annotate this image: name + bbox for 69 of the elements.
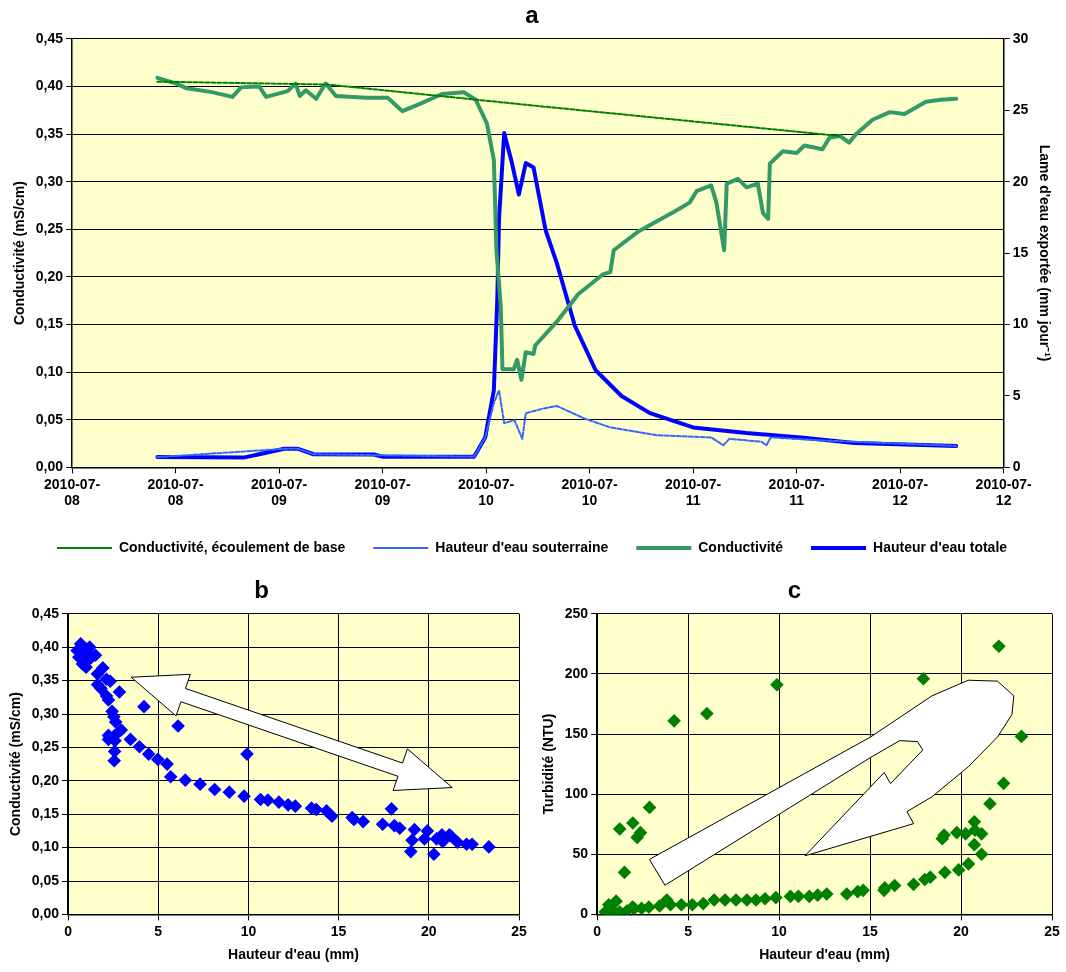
y-tick-label: 0,45 — [31, 604, 60, 621]
y-tick-label: 0,05 — [31, 871, 60, 888]
x-tick-label: 2010-07-12 — [975, 475, 1032, 509]
x-axis-title: Hauteur d'eau (mm) — [759, 946, 891, 963]
y-tick-label: 0,10 — [31, 838, 60, 855]
y-tick-label: 0,20 — [31, 771, 60, 788]
chart-title: a — [525, 1, 540, 29]
y-tick-label: 100 — [564, 785, 589, 802]
x-tick-label: 25 — [511, 922, 527, 939]
x-tick-label: 20 — [421, 922, 437, 939]
x-tick-label: 15 — [330, 922, 347, 939]
legend-label: Conductivité, écoulement de base — [118, 538, 346, 555]
y2-tick-label: 5 — [1012, 386, 1021, 403]
chart-title: c — [787, 576, 802, 604]
y-tick-label: 0,05 — [35, 410, 64, 427]
y2-tick-label: 10 — [1012, 315, 1029, 332]
y-tick-label: 0 — [580, 905, 589, 922]
legend-label: Hauteur d'eau totale — [873, 538, 1008, 555]
x-tick-label: 2010-07-12 — [872, 475, 929, 509]
y-tick-label: 0,35 — [35, 124, 64, 141]
x-tick-label: 2010-07-08 — [44, 475, 101, 509]
y-tick-label: 50 — [572, 845, 589, 862]
x-tick-label: 25 — [1044, 922, 1060, 939]
y2-tick-label: 15 — [1012, 243, 1029, 260]
line-series — [156, 80, 841, 137]
y-tick-label: 250 — [564, 604, 589, 621]
x-axis-title: Hauteur d'eau (mm) — [228, 946, 359, 963]
y-tick-label: 0,30 — [35, 172, 64, 189]
x-tick-label: 2010-07-11 — [768, 475, 825, 509]
legend-label: Conductivité — [698, 538, 784, 555]
y2-axis-title: Lame d'eau exportée (mm jour⁻¹) — [1036, 144, 1053, 362]
y-axis-title: Conductivité (mS/cm) — [7, 692, 24, 837]
x-tick-label: 15 — [862, 922, 879, 939]
y-axis-title: Turbidité (NTU) — [540, 713, 557, 815]
y-tick-label: 0,40 — [31, 638, 60, 655]
y2-tick-label: 30 — [1012, 29, 1029, 46]
x-tick-label: 10 — [240, 922, 257, 939]
x-tick-label: 2010-07-11 — [665, 475, 722, 509]
x-tick-label: 5 — [684, 922, 693, 939]
x-tick-label: 10 — [771, 922, 788, 939]
x-tick-label: 2010-07-08 — [147, 475, 204, 509]
x-tick-label: 20 — [953, 922, 970, 939]
y-tick-label: 0,35 — [31, 671, 60, 688]
chart-title: b — [254, 576, 269, 604]
x-tick-label: 0 — [593, 922, 602, 939]
y-tick-label: 0,30 — [31, 704, 60, 721]
y-tick-label: 0,40 — [35, 77, 64, 94]
y2-tick-label: 0 — [1012, 458, 1021, 475]
y-tick-label: 200 — [564, 664, 589, 681]
y-tick-label: 0,10 — [35, 363, 64, 380]
y2-tick-label: 25 — [1012, 101, 1029, 118]
y-tick-label: 0,45 — [35, 29, 64, 46]
x-tick-label: 2010-07-09 — [354, 475, 411, 509]
legend-label: Hauteur d'eau souterraine — [435, 538, 609, 555]
y-tick-label: 150 — [564, 724, 589, 741]
line-series — [156, 389, 958, 459]
y-tick-label: 0,00 — [35, 458, 64, 475]
y-tick-label: 0,25 — [35, 220, 64, 237]
x-tick-label: 2010-07-09 — [251, 475, 308, 509]
x-tick-label: 5 — [154, 922, 163, 939]
y-tick-label: 0,00 — [31, 905, 60, 922]
y-tick-label: 0,20 — [35, 267, 64, 284]
x-tick-label: 2010-07-10 — [561, 475, 618, 509]
y-tick-label: 0,15 — [35, 315, 64, 332]
y2-tick-label: 20 — [1012, 172, 1029, 189]
x-tick-label: 2010-07-10 — [458, 475, 515, 509]
y-tick-label: 0,15 — [31, 805, 60, 822]
y-axis-title: Conductivité (mS/cm) — [11, 181, 28, 326]
y-tick-label: 0,25 — [31, 738, 60, 755]
